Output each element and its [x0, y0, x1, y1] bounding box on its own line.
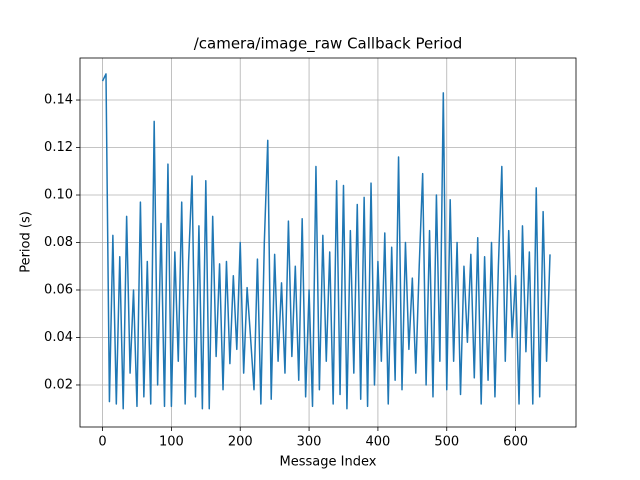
- y-tick-label: 0.14: [44, 93, 73, 108]
- x-tick-label: 100: [159, 435, 184, 450]
- y-tick-label: 0.08: [44, 235, 73, 250]
- x-tick-label: 600: [503, 435, 528, 450]
- y-tick-label: 0.12: [44, 140, 73, 155]
- plot-frame: [79, 57, 577, 428]
- y-tick-label: 0.06: [44, 282, 73, 297]
- y-axis-label: Period (s): [19, 211, 34, 273]
- y-tick-label: 0.02: [44, 377, 73, 392]
- y-tick-label: 0.04: [44, 330, 73, 345]
- x-tick-label: 400: [365, 435, 390, 450]
- x-tick-label: 0: [98, 435, 106, 450]
- x-tick-label: 300: [297, 435, 322, 450]
- chart-title: /camera/image_raw Callback Period: [194, 35, 463, 54]
- x-tick-label: 500: [434, 435, 459, 450]
- data-line: [101, 73, 551, 410]
- x-tick-label: 200: [228, 435, 253, 450]
- y-tick-label: 0.10: [44, 188, 73, 203]
- x-axis-label: Message Index: [280, 455, 377, 470]
